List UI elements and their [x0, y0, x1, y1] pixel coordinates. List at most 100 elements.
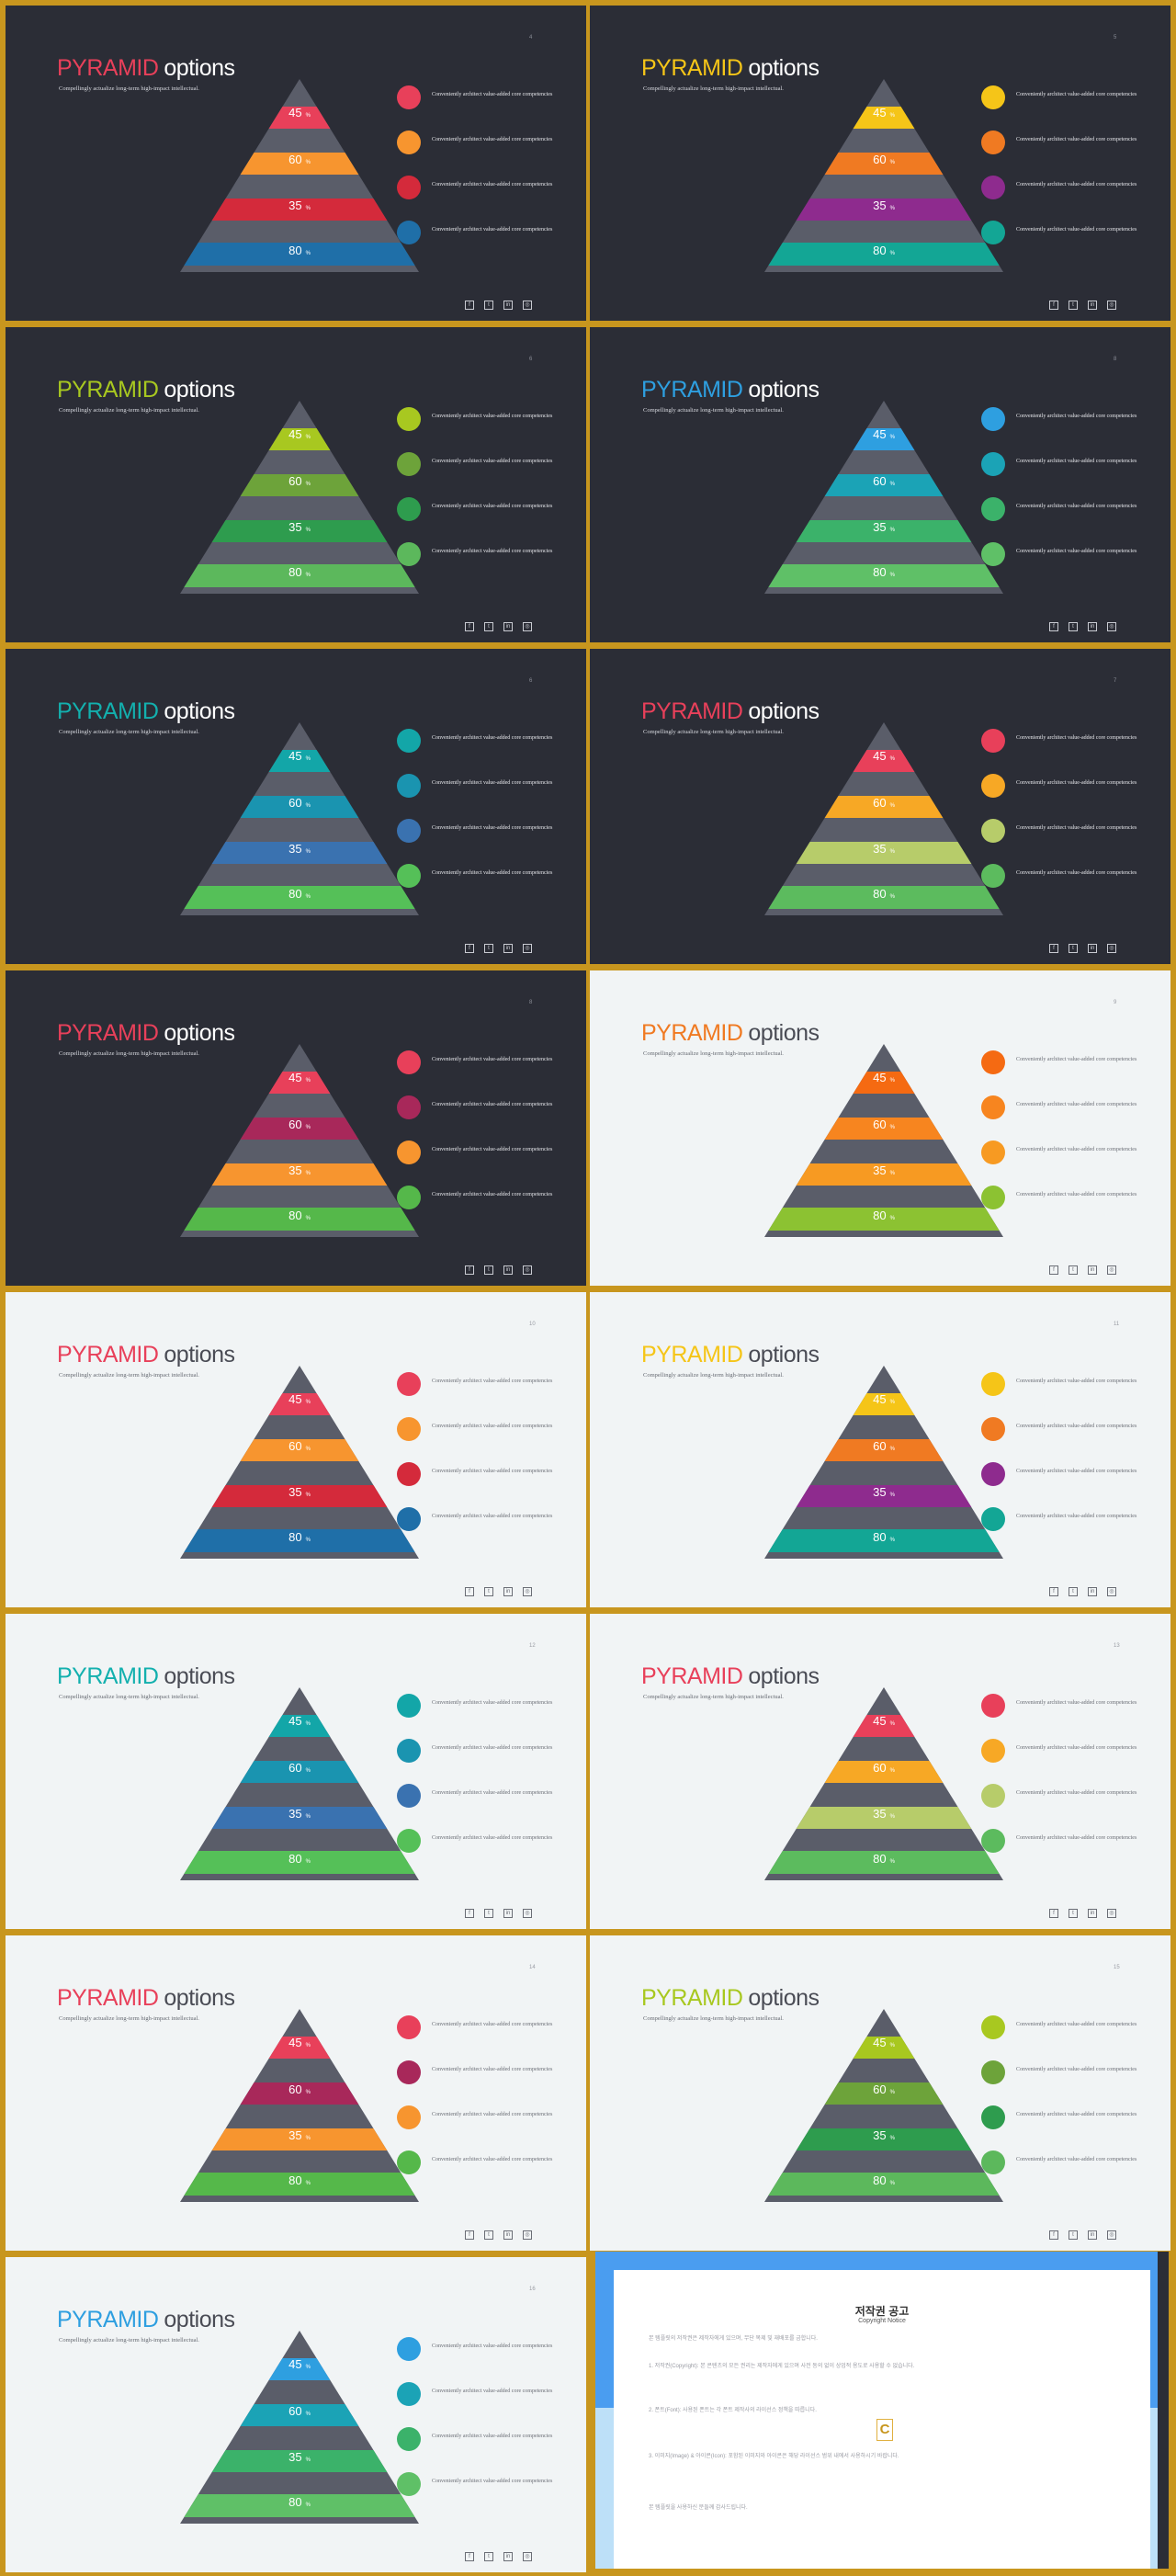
- legend-item: Conveniently architect value-added core …: [981, 1186, 1147, 1209]
- pyramid-value-number: 35: [873, 1163, 886, 1177]
- linkedin-icon[interactable]: in: [503, 2552, 513, 2561]
- pyramid-value-number: 35: [873, 1485, 886, 1499]
- linkedin-icon[interactable]: in: [1088, 1265, 1097, 1275]
- page-number: 8: [1114, 357, 1117, 362]
- facebook-icon[interactable]: f: [465, 1265, 474, 1275]
- twitter-icon[interactable]: t: [484, 1265, 493, 1275]
- twitter-icon[interactable]: t: [1069, 1265, 1078, 1275]
- facebook-icon[interactable]: f: [465, 2552, 474, 2561]
- copyright-paragraph: 1. 저작권(Copyright): 본 콘텐츠의 모든 권리는 제작자에게 있…: [649, 2364, 915, 2369]
- twitter-icon[interactable]: t: [1069, 1909, 1078, 1918]
- instagram-icon[interactable]: ◎: [1107, 2230, 1116, 2240]
- instagram-icon[interactable]: ◎: [1107, 1909, 1116, 1918]
- legend-text: Conveniently architect value-added core …: [432, 1424, 553, 1429]
- legend-item: Conveniently architect value-added core …: [397, 221, 562, 244]
- twitter-icon[interactable]: t: [1069, 301, 1078, 310]
- legend-dot: [981, 131, 1005, 154]
- pyramid-level-1: [268, 1393, 331, 1415]
- facebook-icon[interactable]: f: [465, 622, 474, 631]
- twitter-icon[interactable]: t: [1069, 1587, 1078, 1596]
- linkedin-icon[interactable]: in: [503, 301, 513, 310]
- linkedin-icon[interactable]: in: [1088, 944, 1097, 953]
- slide-12: 13 PYRAMID options Compellingly actualize l…: [590, 1614, 1170, 1929]
- facebook-icon[interactable]: f: [1049, 1265, 1058, 1275]
- linkedin-icon[interactable]: in: [503, 622, 513, 631]
- percent-sign: %: [306, 251, 311, 256]
- linkedin-icon[interactable]: in: [1088, 1587, 1097, 1596]
- facebook-icon[interactable]: f: [1049, 2230, 1058, 2240]
- slide-subtitle: Compellingly actualize long-term high-im…: [643, 2015, 784, 2022]
- pyramid-base-shape: [180, 1687, 419, 1880]
- slide-title: PYRAMID options: [57, 1663, 235, 1690]
- instagram-icon[interactable]: ◎: [1107, 622, 1116, 631]
- instagram-icon[interactable]: ◎: [523, 944, 532, 953]
- pyramid-value-number: 45: [288, 1071, 301, 1084]
- instagram-icon[interactable]: ◎: [523, 2230, 532, 2240]
- twitter-icon[interactable]: t: [1069, 622, 1078, 631]
- twitter-icon[interactable]: t: [484, 301, 493, 310]
- pyramid-value-number: 80: [873, 244, 886, 257]
- linkedin-icon[interactable]: in: [1088, 301, 1097, 310]
- twitter-icon[interactable]: t: [1069, 2230, 1078, 2240]
- pyramid-level-1: [268, 107, 331, 129]
- facebook-icon[interactable]: f: [1049, 622, 1058, 631]
- linkedin-icon[interactable]: in: [1088, 622, 1097, 631]
- pyramid-value-4: 80%: [288, 2173, 311, 2187]
- pyramid-value-number: 45: [873, 106, 886, 119]
- facebook-icon[interactable]: f: [1049, 944, 1058, 953]
- pyramid-value-1: 45%: [288, 106, 311, 119]
- legend-dot: [981, 221, 1005, 244]
- pyramid-level-3: [796, 1807, 972, 1829]
- pyramid-value-1: 45%: [288, 427, 311, 441]
- facebook-icon[interactable]: f: [465, 944, 474, 953]
- instagram-icon[interactable]: ◎: [523, 1265, 532, 1275]
- instagram-icon[interactable]: ◎: [1107, 1265, 1116, 1275]
- facebook-icon[interactable]: f: [465, 2230, 474, 2240]
- legend-item: Conveniently architect value-added core …: [397, 1784, 562, 1808]
- legend-text: Conveniently architect value-added core …: [432, 2157, 553, 2162]
- linkedin-icon[interactable]: in: [503, 1587, 513, 1596]
- pyramid-level-4: [184, 243, 415, 266]
- instagram-icon[interactable]: ◎: [523, 2552, 532, 2561]
- linkedin-icon[interactable]: in: [503, 1909, 513, 1918]
- percent-sign: %: [890, 206, 896, 211]
- instagram-icon[interactable]: ◎: [1107, 944, 1116, 953]
- legend-text: Conveniently architect value-added core …: [1016, 1424, 1137, 1429]
- instagram-icon[interactable]: ◎: [523, 1587, 532, 1596]
- linkedin-icon[interactable]: in: [1088, 1909, 1097, 1918]
- slide-title: PYRAMID options: [57, 1985, 235, 2012]
- pyramid-value-number: 35: [288, 1807, 301, 1821]
- facebook-icon[interactable]: f: [465, 1587, 474, 1596]
- slide-title: PYRAMID options: [641, 1663, 820, 1690]
- page-number: 13: [1114, 1643, 1120, 1649]
- twitter-icon[interactable]: t: [484, 2552, 493, 2561]
- facebook-icon[interactable]: f: [1049, 1909, 1058, 1918]
- instagram-icon[interactable]: ◎: [1107, 1587, 1116, 1596]
- pyramid-value-number: 45: [288, 2357, 301, 2371]
- instagram-icon[interactable]: ◎: [1107, 301, 1116, 310]
- instagram-icon[interactable]: ◎: [523, 301, 532, 310]
- linkedin-icon[interactable]: in: [503, 1265, 513, 1275]
- facebook-icon[interactable]: f: [1049, 301, 1058, 310]
- instagram-icon[interactable]: ◎: [523, 1909, 532, 1918]
- twitter-icon[interactable]: t: [484, 944, 493, 953]
- twitter-icon[interactable]: t: [484, 2230, 493, 2240]
- facebook-icon[interactable]: f: [1049, 1587, 1058, 1596]
- facebook-icon[interactable]: f: [465, 1909, 474, 1918]
- twitter-icon[interactable]: t: [484, 622, 493, 631]
- legend-text: Conveniently architect value-added core …: [1016, 2112, 1137, 2117]
- linkedin-icon[interactable]: in: [1088, 2230, 1097, 2240]
- percent-sign: %: [890, 1447, 896, 1452]
- pyramid-value-number: 45: [873, 1392, 886, 1406]
- facebook-icon[interactable]: f: [465, 301, 474, 310]
- linkedin-icon[interactable]: in: [503, 2230, 513, 2240]
- instagram-icon[interactable]: ◎: [523, 622, 532, 631]
- twitter-icon[interactable]: t: [484, 1587, 493, 1596]
- legend-dot: [397, 1829, 421, 1853]
- linkedin-icon[interactable]: in: [503, 944, 513, 953]
- twitter-icon[interactable]: t: [1069, 944, 1078, 953]
- twitter-icon[interactable]: t: [484, 1909, 493, 1918]
- pyramid-value-number: 80: [288, 887, 301, 901]
- page-number: 10: [529, 1322, 536, 1327]
- legend-dot: [397, 131, 421, 154]
